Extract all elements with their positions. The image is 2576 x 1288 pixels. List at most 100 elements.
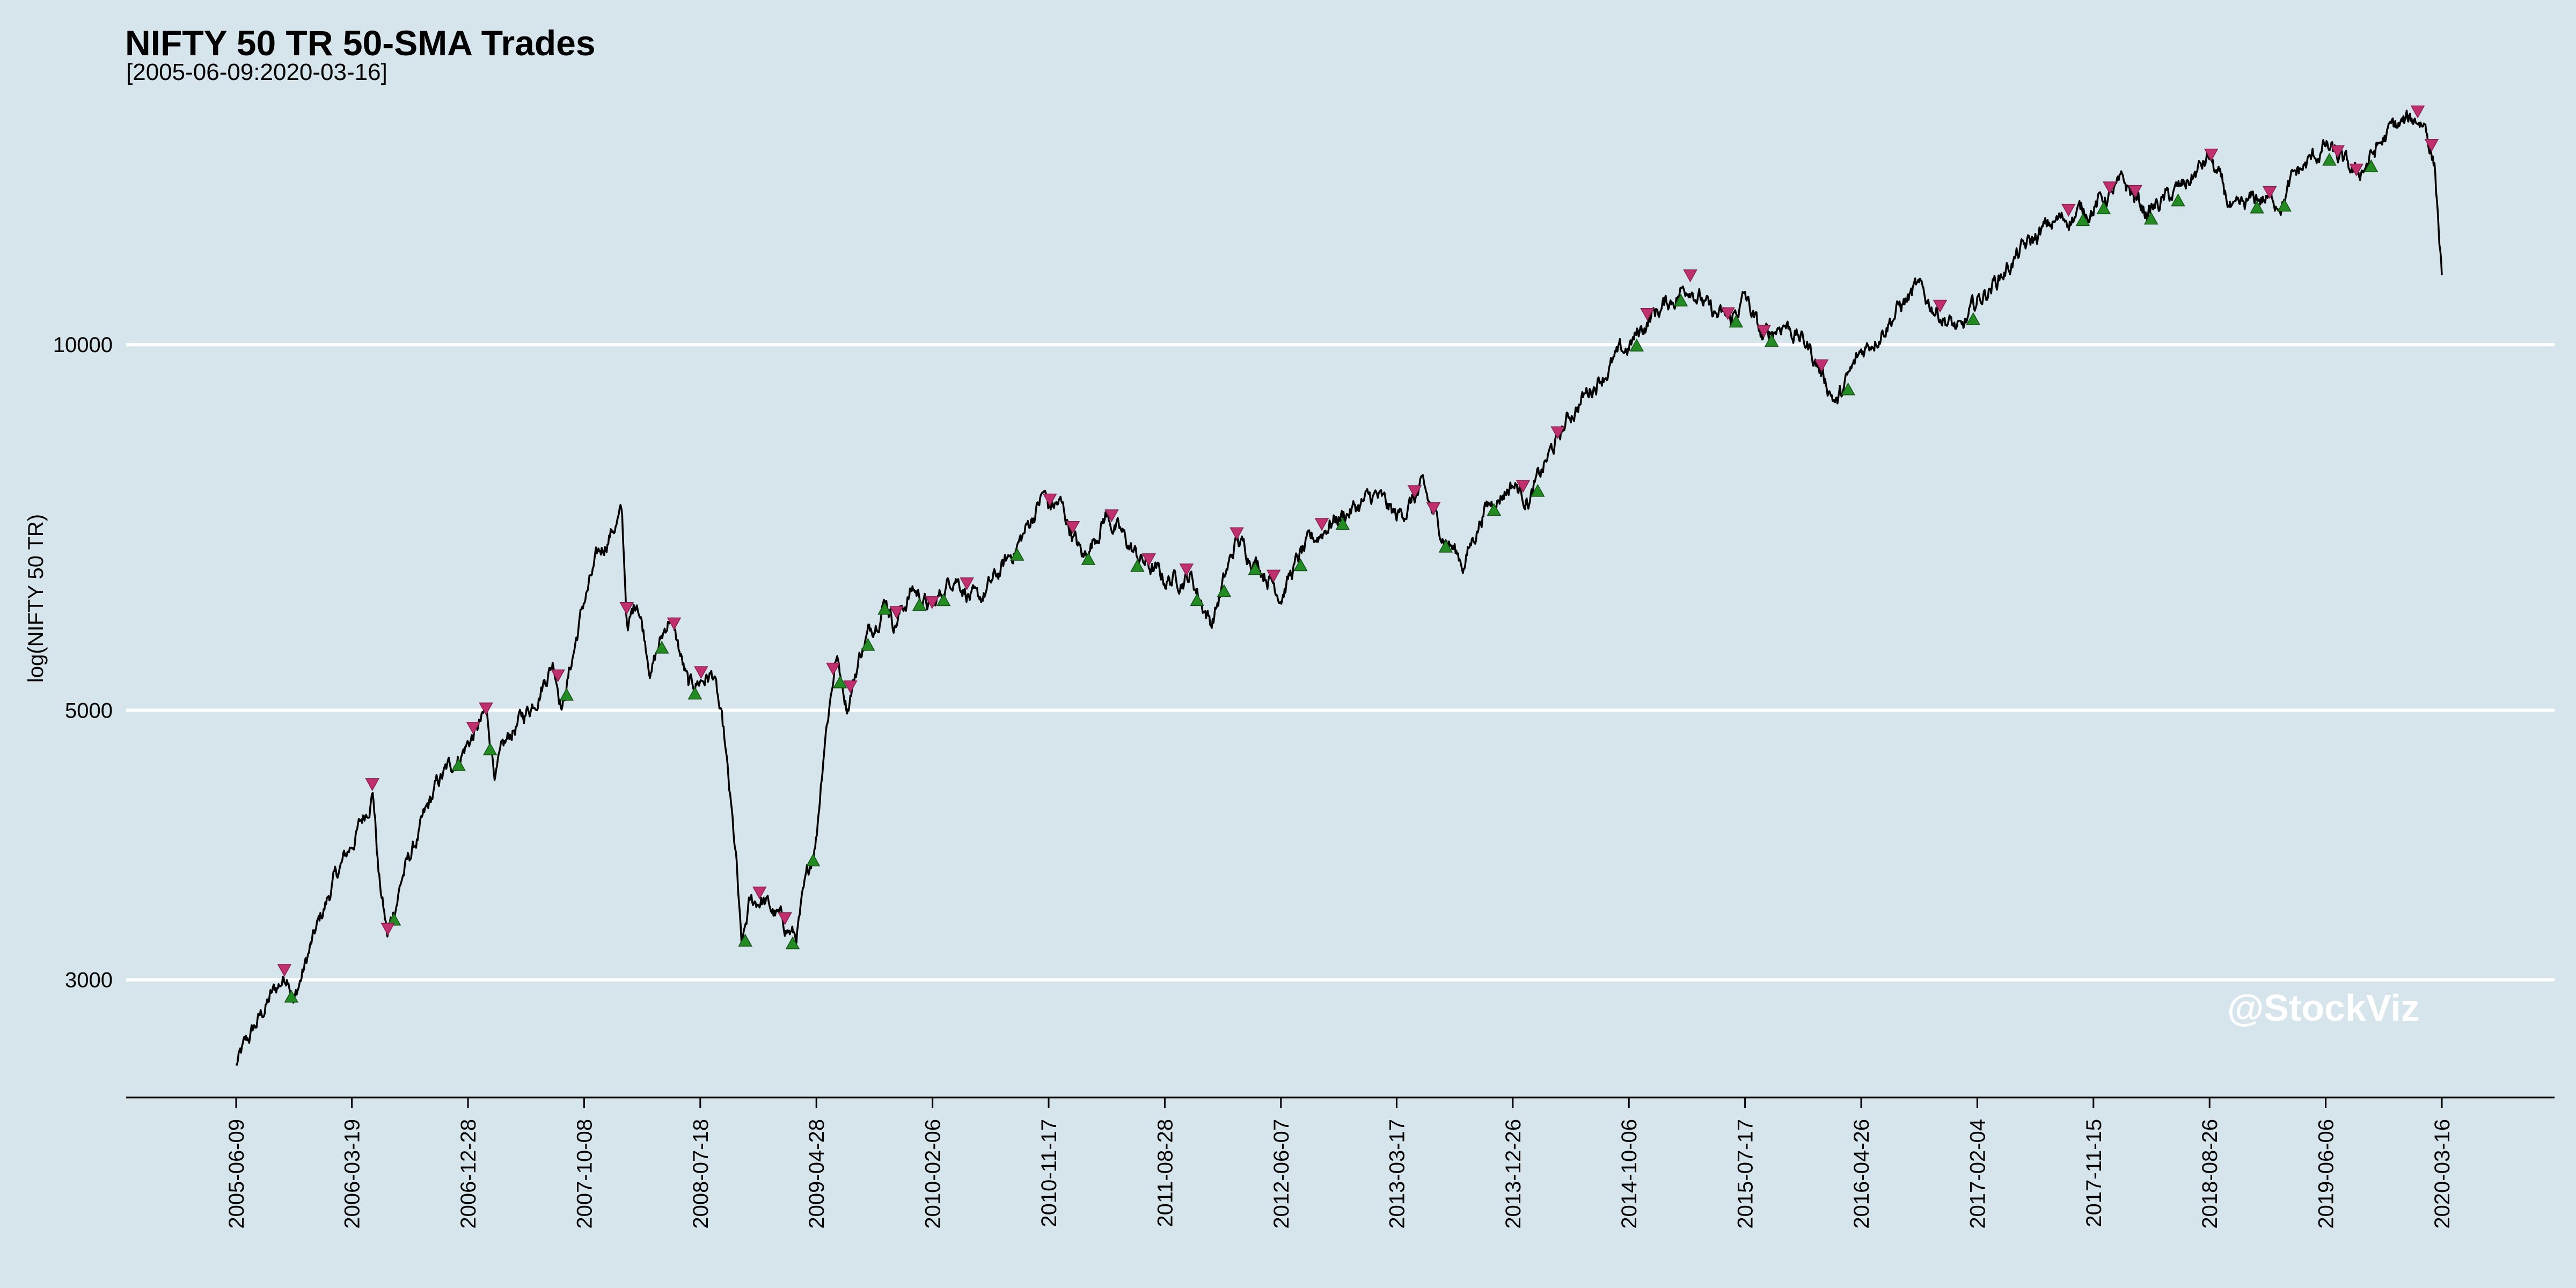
x-tick-label: 2013-12-26 xyxy=(1502,1119,1525,1229)
exit-marker xyxy=(2103,181,2117,195)
x-tick-label: 2007-10-08 xyxy=(573,1119,596,1229)
entry-marker xyxy=(1010,547,1024,561)
exit-marker xyxy=(1757,325,1771,338)
exit-marker xyxy=(1933,299,1948,313)
entry-marker xyxy=(936,593,951,606)
exit-marker xyxy=(551,669,565,683)
exit-marker xyxy=(1407,485,1422,499)
x-tick-label: 2014-10-06 xyxy=(1618,1119,1641,1229)
x-tick-label: 2005-06-09 xyxy=(225,1119,248,1229)
entry-marker xyxy=(1764,334,1779,347)
exit-marker xyxy=(843,680,858,693)
exit-marker xyxy=(778,912,792,925)
entry-marker xyxy=(738,933,752,947)
entry-marker xyxy=(386,912,401,926)
entry-marker xyxy=(2277,199,2292,212)
x-tick-label: 2006-03-19 xyxy=(341,1119,364,1229)
exit-marker xyxy=(1266,569,1281,583)
exit-marker xyxy=(1179,564,1194,577)
entry-marker xyxy=(785,936,800,949)
exit-marker xyxy=(2204,149,2219,162)
axes: 3000 5000 10000 2005-06-09 2006-03-19 2006-12… xyxy=(53,333,2555,1229)
x-tick-label: 2017-02-04 xyxy=(1966,1119,1989,1229)
exit-marker xyxy=(2410,105,2425,119)
chart-subtitle: [2005-06-09:2020-03-16] xyxy=(126,59,387,85)
exit-marker xyxy=(2061,203,2076,217)
entry-marker xyxy=(559,687,574,701)
exit-marker xyxy=(925,596,940,609)
entry-marker xyxy=(1487,503,1502,516)
exit-marker xyxy=(365,778,380,792)
x-tick-label: 2018-08-26 xyxy=(2198,1119,2222,1229)
exit-marker xyxy=(694,666,708,679)
trade-markers xyxy=(277,105,2439,1003)
exit-marker xyxy=(1516,480,1531,493)
entry-marker xyxy=(2096,201,2111,215)
exit-marker xyxy=(2262,186,2277,199)
entry-marker xyxy=(1335,517,1350,530)
y-tick-label: 10000 xyxy=(53,333,113,357)
exit-marker xyxy=(667,617,682,631)
x-tick-label: 2008-07-18 xyxy=(689,1119,713,1229)
x-tick-label: 2013-03-17 xyxy=(1385,1119,1409,1229)
exit-marker xyxy=(380,923,395,936)
x-tick-label: 2009-04-28 xyxy=(805,1119,829,1229)
entry-marker xyxy=(2363,159,2379,172)
x-tick-label: 2016-04-26 xyxy=(1850,1119,1874,1229)
entry-marker xyxy=(1190,593,1204,606)
exit-marker xyxy=(619,602,634,615)
entry-marker xyxy=(482,742,497,756)
entry-marker xyxy=(451,758,466,771)
entry-marker xyxy=(833,675,847,689)
exit-marker xyxy=(1426,502,1441,515)
exit-marker xyxy=(479,702,493,715)
exit-marker xyxy=(752,887,767,900)
entry-marker xyxy=(1438,539,1453,553)
entry-marker xyxy=(2143,211,2158,225)
entry-marker xyxy=(284,990,299,1003)
x-tick-label: 2006-12-28 xyxy=(457,1119,480,1229)
exit-marker xyxy=(277,964,292,977)
entry-marker xyxy=(1217,584,1232,597)
exit-marker xyxy=(1104,509,1119,523)
y-tick-label: 3000 xyxy=(65,969,113,992)
exit-marker xyxy=(1043,493,1057,507)
exit-marker xyxy=(1640,308,1655,321)
entry-marker xyxy=(1673,294,1688,307)
exit-marker xyxy=(1550,426,1565,440)
entry-marker xyxy=(1248,562,1263,575)
y-axis-label: log(NIFTY 50 TR) xyxy=(24,514,48,683)
price-line xyxy=(235,109,2443,1066)
chart-title: NIFTY 50 TR 50-SMA Trades xyxy=(125,23,596,63)
exit-marker xyxy=(1683,269,1697,283)
exit-marker xyxy=(960,577,974,590)
exit-marker xyxy=(2330,145,2345,158)
x-tick-label: 2017-11-15 xyxy=(2082,1119,2106,1227)
x-tick-label: 2012-06-07 xyxy=(1270,1119,1293,1229)
x-tick-label: 2020-03-16 xyxy=(2431,1119,2454,1229)
entry-marker xyxy=(1966,312,1981,325)
entry-marker xyxy=(1130,559,1145,572)
x-tick-label: 2015-07-17 xyxy=(1734,1119,1758,1229)
entry-marker xyxy=(2171,193,2185,207)
entry-marker xyxy=(1841,382,1855,396)
entry-marker xyxy=(1629,338,1644,352)
x-tick-label: 2011-08-28 xyxy=(1153,1119,1177,1227)
exit-marker xyxy=(2128,185,2142,198)
grid-lines xyxy=(126,343,2555,982)
exit-marker xyxy=(2349,163,2364,177)
exit-marker xyxy=(1141,553,1156,566)
entry-marker xyxy=(687,686,702,700)
exit-marker xyxy=(1314,518,1329,531)
entry-marker xyxy=(806,853,821,867)
x-tick-label: 2010-02-06 xyxy=(921,1119,945,1229)
entry-marker xyxy=(912,598,927,611)
exit-marker xyxy=(889,606,904,619)
entry-marker xyxy=(2322,152,2337,166)
entry-marker xyxy=(860,638,875,651)
exit-marker xyxy=(466,721,481,735)
entry-marker xyxy=(1531,484,1545,497)
exit-marker xyxy=(1065,521,1080,534)
exit-marker xyxy=(826,662,840,676)
